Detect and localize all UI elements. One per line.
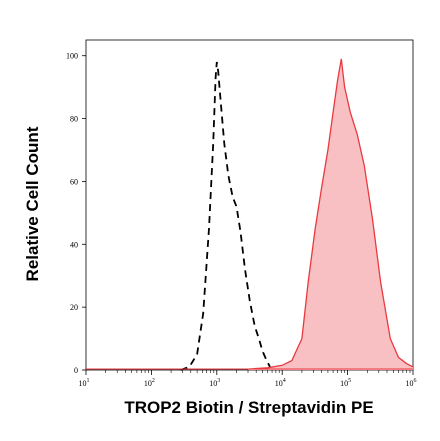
y-axis-ticks: 0 20 40 60 80 100 (66, 52, 86, 375)
x-tick-label: 101 (79, 378, 90, 388)
series-0-line (180, 61, 271, 371)
series-layer (86, 58, 414, 371)
x-tick-label: 106 (406, 378, 417, 388)
x-tick-label: 105 (340, 378, 351, 388)
y-tick-label: 0 (74, 366, 78, 375)
y-tick-label: 100 (66, 52, 78, 61)
y-tick-label: 80 (70, 115, 78, 124)
series-1-area (248, 58, 413, 371)
series-1-line (247, 58, 414, 370)
y-tick-label: 40 (70, 240, 78, 249)
y-tick-label: 60 (70, 177, 78, 186)
x-tick-label: 103 (209, 378, 220, 388)
x-axis-ticks: 101 102 103 104 105 106 (79, 370, 417, 388)
y-tick-label: 20 (70, 303, 78, 312)
x-tick-label: 102 (144, 378, 155, 388)
y-axis-title: Relative Cell Count (23, 126, 42, 281)
x-axis-title: TROP2 Biotin / Streptavidin PE (124, 398, 373, 417)
x-tick-label: 104 (275, 378, 286, 388)
